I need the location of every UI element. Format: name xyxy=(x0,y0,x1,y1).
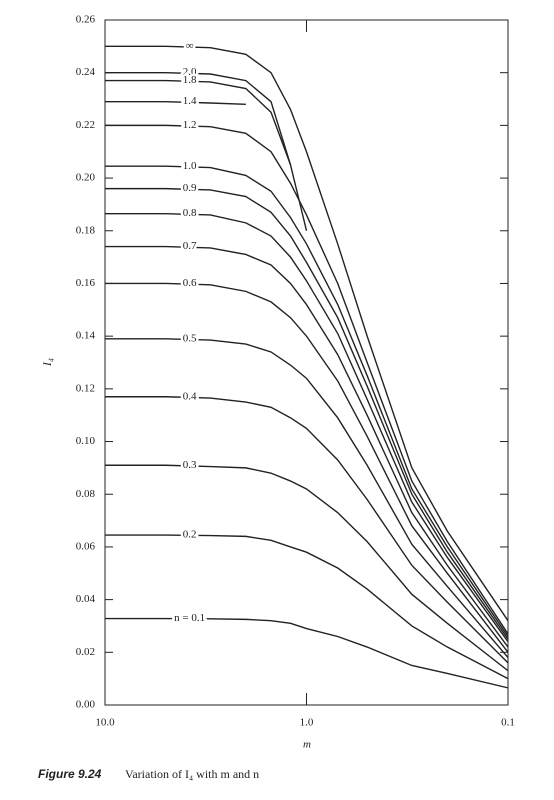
curve-label: 0.2 xyxy=(183,529,197,541)
curve-label: 1.0 xyxy=(183,160,197,172)
caption-label: Figure 9.24 xyxy=(38,767,102,781)
curve-label: 2.0 xyxy=(183,66,197,78)
y-tick-label: 0.08 xyxy=(76,488,96,500)
y-tick-label: 0.16 xyxy=(76,277,96,289)
y-tick-label: 0.20 xyxy=(76,172,96,184)
y-tick-label: 0.02 xyxy=(76,646,95,658)
y-tick-label: 0.00 xyxy=(76,699,96,711)
curve-label: ∞ xyxy=(186,40,194,52)
x-tick-label: 0.1 xyxy=(501,717,515,729)
curve-label: 1.4 xyxy=(183,95,197,107)
curve-label: 0.3 xyxy=(183,459,197,471)
y-tick-label: 0.14 xyxy=(76,330,96,342)
curve xyxy=(105,212,509,643)
curve xyxy=(105,79,292,166)
x-tick-label: 10.0 xyxy=(95,717,115,729)
y-axis-label: I₄ xyxy=(40,358,54,367)
curve xyxy=(105,187,509,640)
curve-label: 1.2 xyxy=(183,119,197,131)
curve xyxy=(105,464,509,672)
curve xyxy=(105,617,509,689)
curve-label: 1.8 xyxy=(183,74,197,86)
curve xyxy=(105,338,509,659)
curve-label: 0.4 xyxy=(183,390,197,402)
y-tick-label: 0.24 xyxy=(76,66,96,78)
curve xyxy=(105,71,308,231)
curve-label: 0.8 xyxy=(183,207,197,219)
curve xyxy=(105,534,509,680)
y-tick-label: 0.04 xyxy=(76,593,96,605)
y-tick-label: 0.06 xyxy=(76,540,96,552)
y-tick-label: 0.18 xyxy=(76,224,96,236)
curve xyxy=(105,396,509,664)
curve-label: n = 0.1 xyxy=(174,612,205,624)
x-tick-label: 1.0 xyxy=(300,717,314,729)
curve xyxy=(105,100,246,106)
curve xyxy=(105,45,509,622)
curve xyxy=(105,282,509,653)
curve xyxy=(105,165,509,637)
caption-text: Variation of I₄ with m and n xyxy=(125,767,259,781)
y-tick-label: 0.12 xyxy=(76,382,95,394)
y-tick-label: 0.22 xyxy=(76,119,95,131)
curve-label: 0.5 xyxy=(183,332,197,344)
curve-label: 0.9 xyxy=(183,182,197,194)
curve-label: 0.6 xyxy=(183,277,197,289)
curve-label: 0.7 xyxy=(183,240,197,252)
y-tick-label: 0.10 xyxy=(76,435,96,447)
y-tick-label: 0.26 xyxy=(76,14,96,26)
curve xyxy=(105,245,509,648)
curve xyxy=(105,124,509,635)
x-axis-label: m xyxy=(303,739,311,751)
